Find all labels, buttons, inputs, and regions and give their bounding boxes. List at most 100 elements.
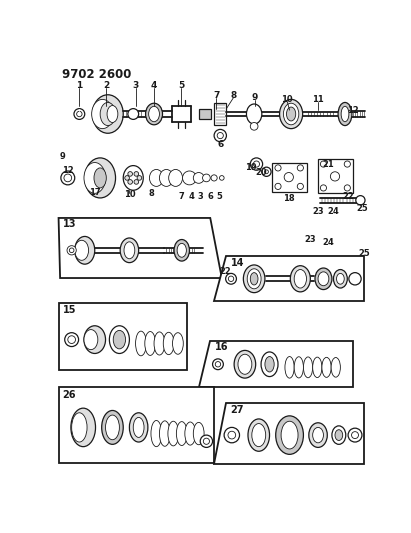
Ellipse shape	[247, 269, 261, 289]
Ellipse shape	[72, 413, 87, 442]
Ellipse shape	[151, 421, 162, 447]
Circle shape	[224, 427, 240, 443]
Ellipse shape	[313, 427, 323, 443]
Circle shape	[297, 165, 303, 171]
Ellipse shape	[159, 169, 173, 187]
Ellipse shape	[173, 333, 183, 354]
Text: 16: 16	[215, 342, 229, 352]
Text: 26: 26	[62, 390, 76, 400]
Circle shape	[215, 361, 221, 367]
Ellipse shape	[315, 268, 332, 289]
Ellipse shape	[279, 99, 302, 128]
Circle shape	[203, 174, 210, 182]
Ellipse shape	[309, 423, 327, 447]
Ellipse shape	[331, 358, 340, 377]
Ellipse shape	[145, 103, 162, 125]
Ellipse shape	[113, 330, 125, 349]
Text: 8: 8	[148, 189, 154, 198]
Text: 2: 2	[103, 81, 109, 90]
Ellipse shape	[84, 163, 106, 193]
Text: 21: 21	[322, 160, 334, 169]
Ellipse shape	[250, 273, 258, 285]
Circle shape	[348, 428, 362, 442]
Ellipse shape	[286, 107, 296, 121]
Text: 1: 1	[76, 81, 83, 90]
Circle shape	[77, 111, 82, 117]
Ellipse shape	[338, 102, 352, 126]
Ellipse shape	[84, 329, 98, 350]
Text: 23: 23	[305, 235, 316, 244]
Circle shape	[74, 109, 85, 119]
Ellipse shape	[71, 408, 95, 447]
Circle shape	[344, 185, 351, 191]
Ellipse shape	[94, 168, 106, 188]
Text: 24: 24	[328, 207, 339, 216]
Ellipse shape	[284, 103, 299, 125]
Text: 3: 3	[197, 192, 203, 201]
Ellipse shape	[75, 237, 95, 264]
Circle shape	[250, 158, 263, 170]
Text: 9: 9	[60, 152, 65, 161]
Ellipse shape	[176, 422, 187, 446]
Circle shape	[275, 165, 281, 171]
Ellipse shape	[168, 421, 179, 446]
Ellipse shape	[163, 332, 174, 354]
Ellipse shape	[313, 357, 322, 377]
Circle shape	[229, 276, 234, 281]
Polygon shape	[214, 403, 364, 464]
Text: 27: 27	[231, 406, 244, 415]
Ellipse shape	[333, 270, 347, 288]
Ellipse shape	[92, 99, 113, 128]
Ellipse shape	[102, 410, 123, 445]
Circle shape	[228, 431, 236, 439]
Circle shape	[275, 183, 281, 189]
Circle shape	[64, 174, 72, 182]
Ellipse shape	[265, 357, 274, 372]
Circle shape	[128, 172, 132, 176]
Circle shape	[344, 161, 351, 167]
Circle shape	[214, 130, 226, 142]
Circle shape	[349, 273, 361, 285]
Ellipse shape	[109, 326, 129, 353]
Ellipse shape	[150, 169, 163, 187]
Ellipse shape	[84, 326, 106, 353]
Ellipse shape	[322, 357, 331, 377]
Polygon shape	[214, 256, 364, 301]
Ellipse shape	[243, 265, 265, 293]
Ellipse shape	[261, 352, 278, 377]
Ellipse shape	[124, 242, 135, 259]
Ellipse shape	[332, 426, 346, 445]
Ellipse shape	[159, 421, 170, 446]
Circle shape	[284, 173, 293, 182]
Circle shape	[65, 333, 79, 346]
Circle shape	[134, 172, 139, 176]
FancyBboxPatch shape	[214, 103, 226, 125]
Circle shape	[137, 175, 142, 180]
Ellipse shape	[174, 239, 189, 261]
Polygon shape	[58, 387, 214, 463]
Polygon shape	[58, 303, 187, 370]
Ellipse shape	[154, 332, 165, 355]
Text: 6: 6	[207, 192, 213, 201]
Text: 9702 2600: 9702 2600	[62, 68, 131, 81]
Circle shape	[351, 432, 358, 439]
Ellipse shape	[136, 331, 146, 356]
Ellipse shape	[92, 95, 123, 133]
Ellipse shape	[341, 106, 349, 122]
Polygon shape	[58, 218, 222, 278]
Text: 5: 5	[178, 81, 184, 90]
Circle shape	[265, 170, 268, 174]
Circle shape	[320, 185, 326, 191]
Text: 11: 11	[312, 95, 324, 104]
Text: 14: 14	[231, 257, 244, 268]
Ellipse shape	[177, 244, 186, 257]
Circle shape	[125, 175, 129, 180]
Circle shape	[128, 109, 139, 119]
Circle shape	[330, 172, 339, 181]
Text: 12: 12	[347, 106, 358, 115]
Text: 12: 12	[62, 166, 74, 175]
Ellipse shape	[276, 416, 303, 454]
Text: 10: 10	[124, 190, 135, 199]
Text: 7: 7	[179, 192, 185, 201]
Text: 18: 18	[283, 194, 295, 203]
